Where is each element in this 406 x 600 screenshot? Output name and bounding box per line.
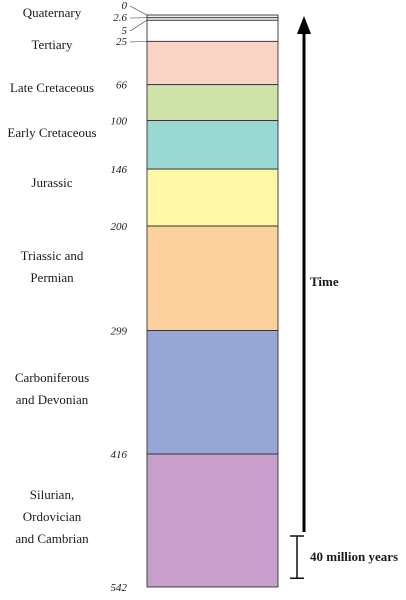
time-label: Time xyxy=(310,274,339,289)
period-label: Ordovician xyxy=(23,509,82,524)
period-band xyxy=(146,330,279,455)
period-bands xyxy=(146,14,279,588)
period-label: Silurian, xyxy=(30,487,74,502)
boundary-tick-label: 416 xyxy=(111,449,128,461)
period-label: Triassic and xyxy=(21,248,84,263)
period-label: Jurassic xyxy=(31,175,72,190)
boundary-tick-label: 66 xyxy=(116,80,128,92)
period-label: Quaternary xyxy=(23,5,82,20)
boundary-leader-line xyxy=(129,20,148,32)
time-arrow-head xyxy=(297,16,311,34)
boundary-tick-label: 146 xyxy=(111,164,128,176)
period-label: Tertiary xyxy=(32,37,73,52)
scale-bar: 40 million years xyxy=(290,535,398,579)
period-label: Permian xyxy=(30,270,74,285)
boundary-tick-label: 25 xyxy=(116,36,128,48)
period-label: Early Cretaceous xyxy=(7,125,96,140)
boundary-tick-label: 542 xyxy=(111,582,128,594)
scale-bar-label: 40 million years xyxy=(310,549,398,564)
boundary-tick-label: 5 xyxy=(122,25,128,37)
period-labels: Quaternary Tertiary Late Cretaceous Early C… xyxy=(7,5,96,546)
boundary-tick-label: 100 xyxy=(111,116,128,128)
period-band xyxy=(146,453,279,588)
period-band xyxy=(146,19,279,42)
period-label: Late Cretaceous xyxy=(10,80,94,95)
boundary-tick-label: 299 xyxy=(111,326,128,338)
boundary-tick-label: 2.6 xyxy=(113,12,127,24)
boundary-leader-line xyxy=(129,5,148,16)
period-band xyxy=(146,40,279,86)
period-band xyxy=(146,120,279,170)
boundary-leader-line xyxy=(129,41,148,43)
period-label: and Cambrian xyxy=(15,531,89,546)
period-label: and Devonian xyxy=(16,392,89,407)
period-band xyxy=(146,225,279,331)
boundary-tick-label: 200 xyxy=(111,221,128,233)
period-band xyxy=(146,168,279,227)
period-label: Carboniferous xyxy=(15,370,89,385)
period-band xyxy=(146,84,279,121)
boundary-tick-label: 0 xyxy=(122,0,128,12)
